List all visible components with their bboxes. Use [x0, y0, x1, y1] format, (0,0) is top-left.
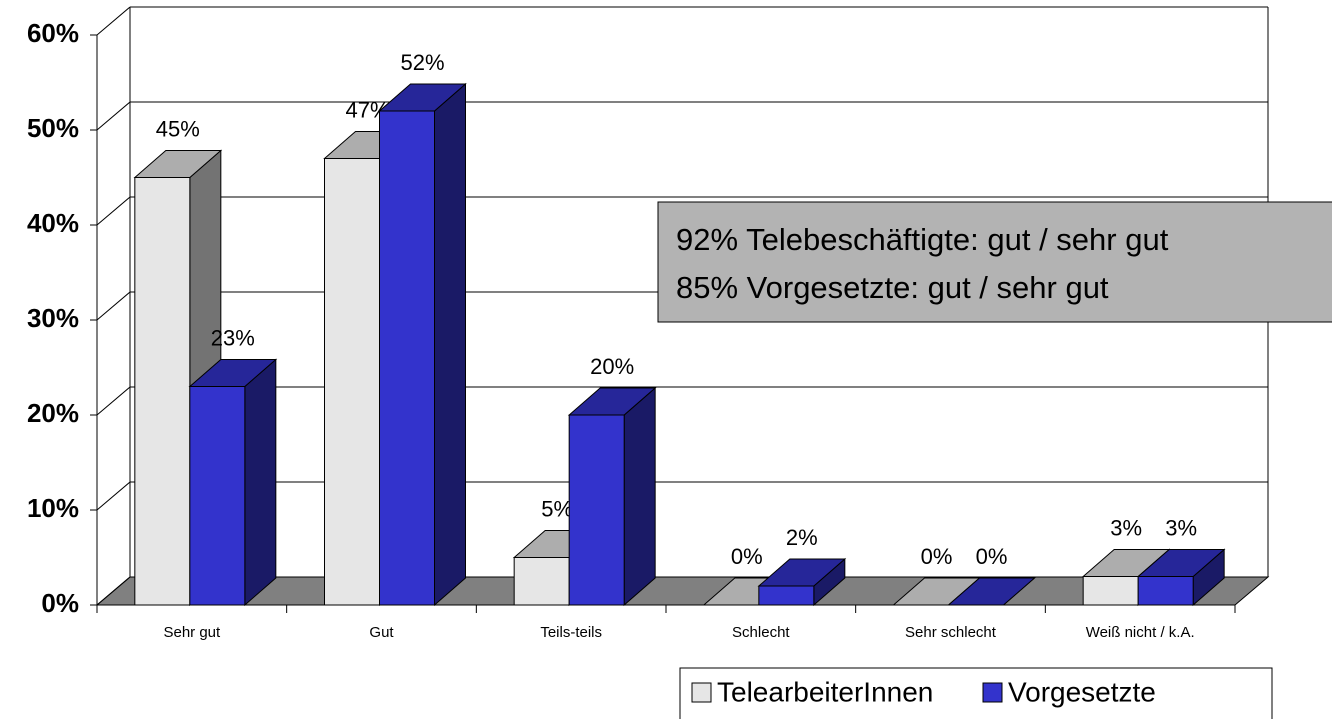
x-tick-label: Weiß nicht / k.A. — [1086, 624, 1195, 641]
value-label: 2% — [786, 525, 818, 550]
value-label: 45% — [156, 116, 200, 141]
bar-front — [379, 110, 435, 606]
legend-box — [679, 667, 1273, 719]
bar-front — [758, 585, 815, 606]
grid-line — [96, 101, 131, 131]
bar-front — [189, 386, 246, 606]
y-tick-label: 0% — [41, 588, 79, 618]
bar-front — [513, 557, 570, 606]
y-tick-label: 30% — [27, 303, 79, 333]
y-tick-label: 40% — [27, 208, 79, 238]
y-tick-label: 50% — [27, 113, 79, 143]
bar-side — [244, 358, 277, 607]
bar-front — [568, 414, 625, 606]
bar — [947, 577, 1036, 606]
x-tick-label: Schlecht — [732, 624, 790, 641]
y-tick-label: 10% — [27, 493, 79, 523]
grid-line — [96, 291, 131, 321]
legend-label: TelearbeiterInnen — [717, 676, 933, 707]
y-tick-label: 20% — [27, 398, 79, 428]
value-label: 23% — [211, 325, 255, 350]
annotation: 85% Vorgesetzte: gut / sehr gut — [676, 270, 1109, 305]
x-tick-label: Teils-teils — [540, 624, 602, 641]
value-label: 3% — [1165, 515, 1197, 540]
bar-side — [434, 82, 466, 607]
plot: 0%10%20%30%40%50%60%Sehr gut45%23%Gut47%… — [27, 6, 1270, 641]
bar-front — [1137, 576, 1194, 606]
bar-front — [134, 177, 191, 606]
legend-label: Vorgesetzte — [1008, 676, 1156, 707]
x-tick-label: Gut — [369, 624, 394, 641]
grid-line — [96, 196, 131, 226]
x-tick-label: Sehr schlecht — [905, 624, 997, 641]
grid-line — [96, 6, 131, 36]
bar-front — [324, 158, 380, 606]
legend-swatch — [691, 682, 712, 703]
bar — [1136, 548, 1226, 607]
grid-line — [96, 481, 131, 511]
annotation-box — [657, 201, 1332, 323]
bar-side — [623, 386, 656, 607]
annotation: 92% Telebeschäftigte: gut / sehr gut — [676, 222, 1169, 257]
x-tick-label: Sehr gut — [163, 624, 221, 641]
bar — [188, 358, 278, 607]
bar-front — [1082, 576, 1139, 606]
legend-swatch — [982, 682, 1003, 703]
bar — [757, 557, 847, 607]
value-label: 52% — [400, 50, 444, 75]
value-label: 0% — [976, 544, 1008, 569]
value-label: 0% — [731, 544, 763, 569]
grid-line — [96, 576, 131, 606]
grid-line — [96, 386, 131, 416]
value-label: 5% — [541, 496, 573, 521]
y-tick-label: 60% — [27, 18, 79, 48]
bar-top — [947, 577, 1036, 606]
value-label: 20% — [590, 354, 634, 379]
bar — [378, 82, 467, 607]
value-label: 3% — [1110, 515, 1142, 540]
value-label: 0% — [921, 544, 953, 569]
bar — [567, 386, 657, 607]
